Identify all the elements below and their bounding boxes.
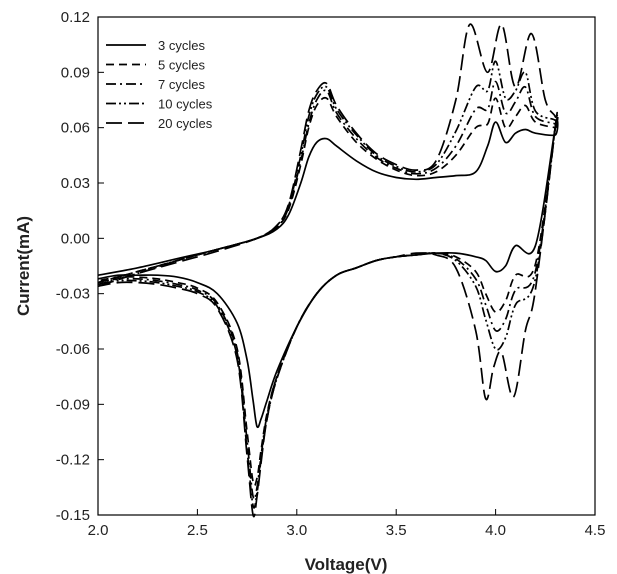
x-tick-label: 2.5	[187, 522, 208, 539]
series-line-3	[97, 80, 559, 501]
y-tick-label: -0.15	[56, 507, 90, 524]
y-tick-label: -0.06	[56, 341, 90, 358]
legend-label: 3 cycles	[158, 38, 205, 53]
y-tick-label: -0.12	[56, 452, 90, 469]
series-line-1	[97, 120, 559, 429]
legend-label: 7 cycles	[158, 77, 205, 92]
x-tick-label: 2.0	[88, 522, 109, 539]
y-axis-title: Current(mA)	[14, 216, 33, 316]
x-axis-title: Voltage(V)	[305, 555, 388, 574]
legend-label: 5 cycles	[158, 58, 205, 73]
y-tick-label: 0.09	[61, 64, 90, 81]
legend: 3 cycles 5 cycles 7 cycles 10 cycles 20 cycl…	[106, 38, 213, 131]
plot-frame	[97, 16, 596, 516]
series-layer	[97, 23, 559, 518]
y-tick-label: -0.03	[56, 286, 90, 303]
series-line-5	[97, 23, 558, 518]
x-tick-label: 3.0	[286, 522, 307, 539]
y-tick-label: 0.06	[61, 120, 90, 137]
legend-label: 20 cycles	[158, 116, 213, 131]
x-tick-label: 4.5	[585, 522, 606, 539]
y-tick-label: -0.09	[56, 396, 90, 413]
x-tick-label: 3.5	[386, 522, 407, 539]
y-tick-label: 0.12	[61, 9, 90, 26]
y-tick-label: 0.03	[61, 175, 90, 192]
legend-label: 10 cycles	[158, 97, 213, 112]
series-line-4	[97, 60, 559, 509]
x-tick-label: 4.0	[485, 522, 506, 539]
axis-ticks: 2.0 2.5 3.0 3.5 4.0 4.5 0.12 0.09 0.06 0.03 0.00 -0…	[56, 9, 606, 539]
series-line-2	[97, 96, 559, 487]
y-tick-label: 0.00	[61, 230, 90, 247]
